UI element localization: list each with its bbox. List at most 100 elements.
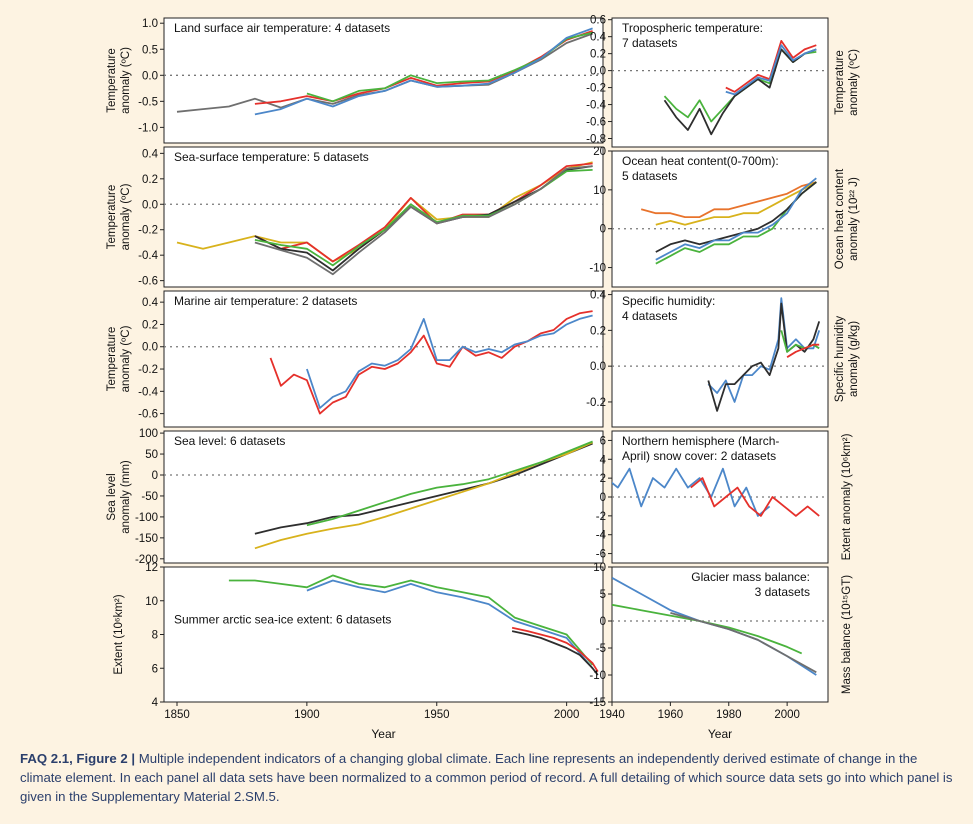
series-line	[254, 27, 593, 116]
y-tick-label: 10	[145, 596, 158, 608]
panel-sst: -0.6 -0.4 -0.2 0.0 0.2 0.4 Temperature anomaly …	[106, 146, 604, 288]
y-tick-label: 12	[145, 562, 158, 574]
panel-frame	[163, 146, 604, 288]
figure-caption: FAQ 2.1, Figure 2 | Multiple independent…	[20, 749, 955, 806]
series-group	[612, 577, 817, 676]
y-tick-label: -0.8	[586, 134, 606, 146]
y-tick-label: 0.5	[142, 44, 158, 56]
panel-frame	[163, 290, 604, 428]
series-group	[254, 440, 593, 550]
y-axis-label-line: anomaly (ºC)	[120, 325, 132, 392]
x-axis-label: Year	[371, 727, 395, 740]
series-group	[228, 574, 599, 676]
series-line	[254, 442, 593, 535]
series-line	[690, 477, 820, 517]
y-tick-label: 4	[152, 697, 159, 709]
panel-glacier: -15 -10 -5 0 5 10 Mass balance (10¹⁵GT) 1940 196…	[589, 562, 853, 740]
panel-title-line: 5 datasets	[622, 169, 677, 183]
y-tick-label: -50	[141, 491, 158, 503]
series-line	[254, 165, 593, 276]
panel-land: -1.0 -0.5 0.0 0.5 1.0 Temperature anomaly (ºC)…	[106, 17, 604, 144]
y-tick-label: -200	[135, 554, 158, 566]
panel-title: Summer arctic sea-ice extent: 6 datasets	[174, 613, 391, 627]
panel-frame	[611, 150, 829, 288]
series-line	[228, 574, 594, 666]
panel-title: Ocean heat content(0-700m): 5 datasets	[622, 154, 779, 183]
series-line	[707, 297, 821, 403]
y-axis-label-line: Specific humidity	[834, 316, 846, 403]
y-tick-label: 0	[600, 492, 606, 504]
series-line	[511, 630, 599, 676]
panel-title-line: Ocean heat content(0-700m):	[622, 154, 779, 168]
series-line	[306, 440, 593, 527]
series-line	[612, 467, 771, 517]
panel-title-line: 7 datasets	[622, 36, 677, 50]
y-tick-label: 0.4	[142, 297, 159, 309]
panel-title: Specific humidity: 4 datasets	[622, 294, 715, 323]
panel-ohc: -10 0 10 20 Ocean heat content anomaly (10²² …	[589, 146, 860, 288]
panel-title: Sea-surface temperature: 5 datasets	[174, 150, 369, 164]
y-axis-label: Temperature anomaly (ºC)	[106, 325, 132, 392]
x-axis-label: Year	[708, 727, 732, 740]
y-tick-label: 0.4	[142, 148, 159, 160]
panel-frame	[611, 566, 829, 703]
panel-title-line: Glacier mass balance:	[691, 570, 810, 584]
panel-title-line: 3 datasets	[755, 585, 810, 599]
panel-title-line: April) snow cover: 2 datasets	[622, 449, 776, 463]
y-tick-label: -4	[596, 530, 607, 542]
y-tick-label: -10	[589, 670, 606, 682]
panel-frame	[163, 17, 604, 144]
panel-seaice: 4 6 8 10 12 Extent (10⁶km²) 1850 1900 1950 2000 Ye…	[113, 562, 604, 740]
y-axis-label-line: Extent (10⁶km²)	[113, 594, 125, 674]
y-tick-label: 0.0	[590, 361, 606, 373]
series-line	[655, 181, 817, 253]
y-tick-label: 0	[152, 470, 158, 482]
panel-title: Sea level: 6 datasets	[174, 434, 285, 448]
caption-text: Multiple independent indicators of a cha…	[20, 751, 953, 804]
panel-title: Northern hemisphere (March-April) snow c…	[622, 434, 779, 463]
panel-frame	[163, 430, 604, 564]
y-tick-label: -0.6	[138, 276, 158, 288]
x-tick-label: 1980	[716, 709, 742, 721]
y-tick-label: -150	[135, 533, 158, 545]
panel-title-line: Tropospheric temperature:	[622, 21, 763, 35]
panel-title-line: Sea level: 6 datasets	[174, 434, 285, 448]
y-tick-label: 4	[600, 454, 607, 466]
panel-tropo: -0.8 -0.6 -0.4 -0.2 0.0 0.2 0.4 0.6 Temperature a…	[586, 15, 860, 148]
panel-title: Tropospheric temperature: 7 datasets	[622, 21, 763, 50]
series-line	[269, 310, 593, 415]
series-line	[655, 177, 817, 261]
x-tick-label: 1900	[294, 709, 320, 721]
series-group	[612, 467, 820, 517]
y-axis-label-line: Extent anomaly (10⁶km²)	[841, 433, 853, 560]
y-axis-label: Temperature anomaly (ºC)	[834, 49, 860, 116]
y-tick-label: -0.4	[586, 100, 606, 112]
y-axis-label-line: anomaly (ºC)	[120, 47, 132, 114]
y-tick-label: -6	[596, 549, 606, 561]
series-line	[640, 181, 817, 219]
x-tick-label: 1950	[424, 709, 450, 721]
y-tick-label: -0.2	[138, 364, 158, 376]
y-axis-label: Temperature anomaly (ºC)	[106, 47, 132, 114]
y-tick-label: 0.6	[590, 15, 606, 27]
y-tick-label: -0.5	[138, 96, 158, 108]
y-tick-label: -0.2	[138, 225, 158, 237]
panel-title-line: Marine air temperature: 2 datasets	[174, 294, 357, 308]
panel-humidity: -0.2 0.0 0.2 0.4 Specific humidity anomaly (g…	[586, 290, 860, 428]
x-tick-label: 2000	[774, 709, 800, 721]
y-tick-label: -10	[589, 263, 606, 275]
y-tick-label: 8	[152, 630, 158, 642]
y-tick-label: 6	[600, 435, 606, 447]
series-line	[663, 48, 817, 136]
series-line	[725, 44, 817, 96]
y-tick-label: 0.0	[590, 66, 606, 78]
y-tick-label: -5	[596, 643, 606, 655]
series-group	[176, 161, 593, 276]
y-axis-label-line: anomaly (ºC)	[848, 49, 860, 116]
y-axis-label-line: anomaly (10²² J)	[848, 177, 860, 261]
panel-title: Marine air temperature: 2 datasets	[174, 294, 357, 308]
y-axis-label: Ocean heat content anomaly (10²² J)	[834, 168, 860, 269]
y-axis-label: Sea level anomaly (mm)	[106, 460, 132, 534]
y-tick-label: 1.0	[142, 18, 158, 30]
y-tick-label: -100	[135, 512, 158, 524]
